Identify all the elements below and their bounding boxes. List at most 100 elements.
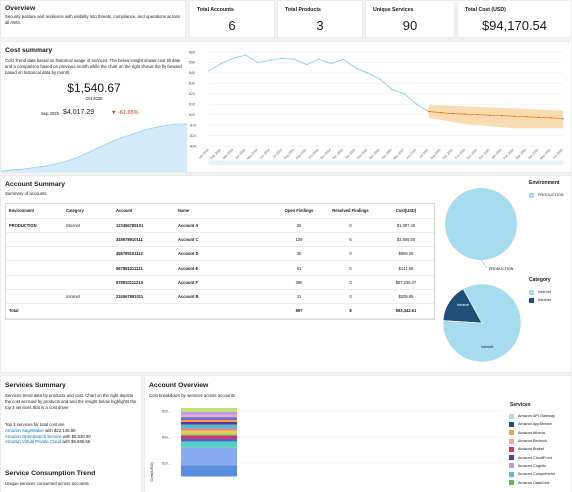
col-account[interactable]: Account — [113, 204, 175, 219]
scrollbar-thumb[interactable] — [209, 161, 563, 165]
data-point[interactable] — [269, 59, 271, 62]
data-point[interactable] — [354, 66, 357, 69]
table-row[interactable]: Intranet 234567891011 Account B 31 0 $205.95 — [6, 289, 434, 305]
pie-slice-label: Internet — [481, 345, 493, 349]
bar-segment[interactable] — [181, 433, 237, 436]
data-point[interactable] — [293, 58, 296, 61]
y-tick-label: $3K — [189, 82, 196, 86]
data-point[interactable] — [281, 57, 284, 60]
data-point[interactable] — [232, 57, 235, 60]
data-point[interactable] — [501, 114, 503, 117]
cell-account: 678910111213 — [113, 275, 175, 290]
legend-item-intranet[interactable]: Intranet — [529, 296, 551, 304]
col-environment[interactable]: Environment — [6, 204, 63, 219]
cell-category: Internet — [63, 218, 113, 233]
sparkline-area — [1, 124, 187, 172]
legend-item-service[interactable]: Amazon Athena — [509, 429, 569, 437]
cost-sparkline — [1, 123, 187, 172]
data-point[interactable] — [440, 111, 442, 114]
data-point[interactable] — [342, 58, 345, 61]
kpi-total-products: Total Products 3 — [278, 1, 362, 37]
data-point[interactable] — [379, 78, 381, 80]
legend-item-internet[interactable]: Internet — [529, 288, 551, 296]
data-point[interactable] — [403, 92, 406, 95]
table-row[interactable]: 567891011121 Account E 81 0 $141.66 — [6, 260, 434, 276]
total-resolved: 8 — [323, 303, 378, 319]
data-point[interactable] — [488, 114, 491, 116]
data-point[interactable] — [305, 63, 308, 66]
data-point[interactable] — [427, 110, 430, 113]
col-resolved-findings[interactable]: Resolved Findings — [323, 204, 378, 219]
top-service-link[interactable]: Amazon SageMaker — [5, 427, 44, 433]
data-point[interactable] — [366, 72, 369, 74]
legend-item-service[interactable]: Amazon API Gateway — [509, 412, 569, 420]
legend-item-service[interactable]: Amazon DataZone — [509, 478, 569, 486]
data-point[interactable] — [415, 103, 418, 106]
legend-item-service[interactable]: Amazon Comprehend — [509, 470, 569, 478]
bar-segment[interactable] — [181, 428, 237, 431]
legend-item-service[interactable]: Amazon Braket — [509, 445, 569, 453]
y-tick-label: $5K — [189, 61, 196, 65]
table-row[interactable]: 678910111213 Account F 380 3 $87,235.07 — [6, 275, 434, 290]
data-point[interactable] — [257, 61, 259, 64]
data-point[interactable] — [537, 116, 540, 119]
pie-slice-production[interactable] — [445, 188, 517, 260]
forecast-line[interactable] — [428, 111, 564, 120]
data-point[interactable] — [452, 112, 454, 115]
pie-slice-internet[interactable] — [442, 283, 522, 363]
data-point[interactable] — [476, 113, 479, 116]
legend-item-production[interactable]: PRODUCTION — [529, 191, 564, 199]
bar-segment[interactable] — [181, 439, 237, 442]
bar-segment[interactable] — [181, 420, 237, 422]
legend-item-service[interactable]: Amazon Bedrock — [509, 437, 569, 445]
bar-segment[interactable] — [181, 424, 237, 429]
data-point[interactable] — [525, 115, 528, 118]
bar-segment[interactable] — [181, 447, 237, 466]
legend-item-service[interactable]: Amazon CloudFront — [509, 453, 569, 461]
data-point[interactable] — [318, 58, 320, 61]
bar-segment[interactable] — [181, 465, 237, 477]
table-row[interactable]: 456789101112 Account D 30 0 $859.05 — [6, 246, 434, 262]
bar-segment[interactable] — [181, 441, 237, 448]
kpi-label: Total Accounts — [197, 7, 234, 13]
cell-environment — [6, 246, 63, 262]
bar-segment[interactable] — [181, 417, 237, 421]
bar-segment[interactable] — [181, 422, 237, 425]
top-service-link[interactable]: Amazon OpenSearch Service — [5, 433, 62, 439]
table-row[interactable]: 345678910111 Account C 139 5 $3,805.50 — [6, 232, 434, 248]
kpi-unique-services: Unique Services 90 — [366, 1, 454, 37]
cell-category — [63, 246, 113, 262]
col-cost[interactable]: Cost(USD) — [378, 204, 434, 219]
bar-segment[interactable] — [181, 408, 237, 412]
col-category[interactable]: Category — [63, 204, 113, 219]
y-tick-label: $1K — [189, 103, 196, 107]
bar-segment[interactable] — [181, 411, 237, 415]
data-point[interactable] — [208, 70, 210, 72]
account-overview-chart: $50... $40... $30... Cost(USD) — [149, 408, 501, 482]
bar-segment[interactable] — [181, 430, 237, 434]
top-service-link[interactable]: Amazon Virtual Private Cloud — [5, 439, 62, 445]
data-point[interactable] — [391, 88, 393, 91]
data-point[interactable] — [244, 54, 247, 56]
data-point[interactable] — [220, 62, 223, 65]
data-point[interactable] — [464, 113, 467, 115]
legend-item-service[interactable]: Amazon Cognito — [509, 462, 569, 470]
col-name[interactable]: Name — [175, 204, 275, 219]
cost-change: ▼ -61.65% — [111, 110, 138, 116]
legend-label: Amazon Cognito — [518, 463, 547, 468]
data-point[interactable] — [549, 117, 552, 119]
legend-item-service[interactable]: Amazon AppStream — [509, 420, 569, 428]
bar-segment[interactable] — [181, 435, 237, 440]
legend-label: Internet — [538, 290, 551, 295]
account-overview-subtitle: Cost breakdown by services across accoun… — [149, 393, 235, 398]
account-overview-card: Account Overview Cost breakdown by servi… — [145, 376, 571, 492]
data-point[interactable] — [562, 118, 564, 120]
cell-environment: PRODUCTION — [6, 218, 63, 233]
data-point[interactable] — [513, 115, 515, 118]
leader-line — [480, 259, 488, 269]
data-point[interactable] — [330, 62, 332, 65]
col-open-findings[interactable]: Open Findings — [275, 204, 323, 219]
bar-segment[interactable] — [181, 414, 237, 418]
x-tick-label: Mar 2026 — [515, 148, 528, 161]
